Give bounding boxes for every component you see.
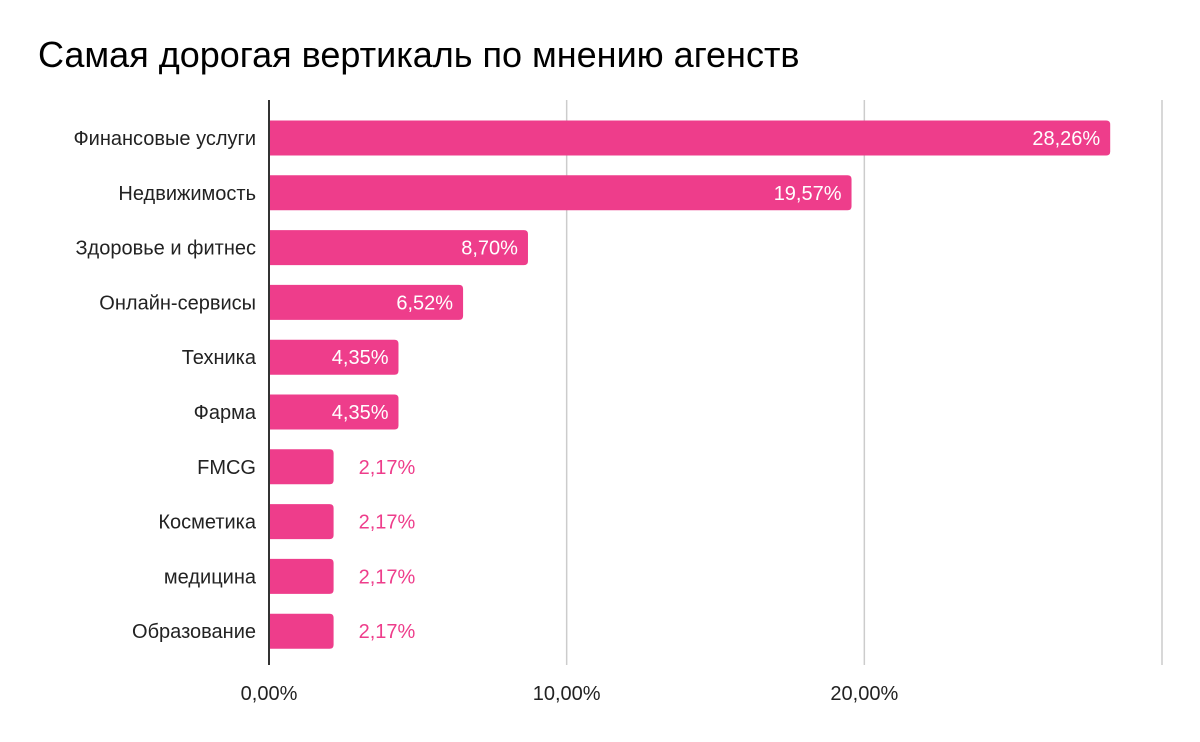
category-label: Косметика [158,512,257,534]
category-label: Фарма [194,402,257,424]
category-label: Недвижимость [118,183,256,205]
x-tick-label: 20,00% [830,683,898,705]
bar [269,284,464,320]
bar [269,339,399,375]
category-label: Образование [132,621,256,643]
data-label: 2,17% [359,566,416,588]
data-label: 8,70% [461,238,518,260]
bar [269,449,334,485]
data-label: 4,35% [332,402,389,424]
category-label: Техника [182,347,257,369]
data-label: 2,17% [359,621,416,643]
data-label: 6,52% [396,292,453,314]
bar [269,504,334,540]
category-label: Онлайн-сервисы [99,292,256,314]
x-tick-label: 10,00% [533,683,601,705]
data-label: 4,35% [332,347,389,369]
category-label: медицина [164,566,257,588]
data-label: 28,26% [1032,128,1100,150]
bar [269,175,852,211]
data-label: 2,17% [359,512,416,534]
bar [269,120,1111,156]
data-label: 2,17% [359,457,416,479]
category-label: FMCG [197,457,256,479]
category-label: Финансовые услуги [73,128,256,150]
bar [269,394,399,430]
bar [269,558,334,594]
x-tick-label: 0,00% [241,683,298,705]
data-label: 19,57% [774,183,842,205]
bar [269,613,334,649]
category-label: Здоровье и фитнес [75,238,256,260]
chart-title: Самая дорогая вертикаль по мнению агенст… [38,34,800,75]
bar [269,230,528,266]
